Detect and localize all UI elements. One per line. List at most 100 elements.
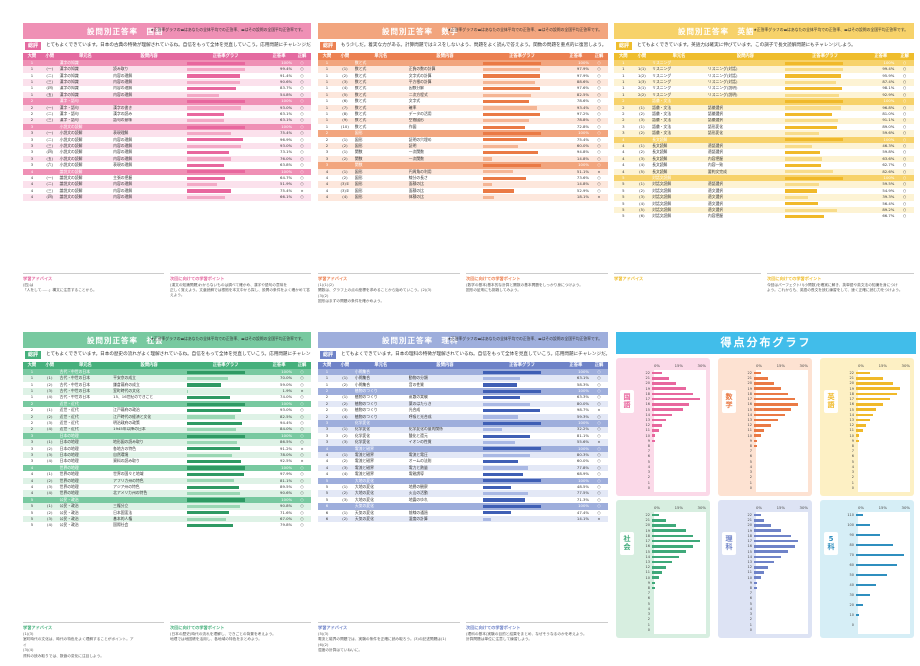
distribution-bar (652, 408, 683, 411)
score-bar-cell (482, 510, 562, 516)
table-row: 1 (四) 漢字の知識 内容の理解 83.7% ○ (23, 85, 311, 92)
score-bar-cell (186, 111, 265, 117)
column-header: 単元名 (374, 362, 388, 368)
score-bar-cell (186, 105, 265, 111)
panel-kokugo: 設問別正答率 国語 ★正答率グラフの▬はあなたの全体平均での正答率、▬はその設問の… (23, 23, 311, 313)
table-row: 1 (2) 数と式 文字式の計算 97.9% ○ (318, 72, 608, 80)
question-content: 江戸幕府の政治 (113, 407, 140, 413)
table-row: 4 電流と磁界 100% ○ (318, 445, 608, 453)
score-bar-cell (482, 156, 562, 162)
question-content: アジア州の特色 (113, 484, 140, 489)
table-row: 3 (4) 日本の地理 資料の読み取り 92.5% × (23, 458, 311, 465)
sub-question: (8) (342, 111, 348, 117)
question-number: 1 (30, 369, 34, 374)
score-bar (483, 421, 542, 425)
distribution-row: 3 (738, 612, 754, 616)
question-number: 3 (30, 162, 34, 168)
correct-mark: ○ (597, 413, 601, 419)
correct-mark: ○ (903, 187, 907, 193)
table-row: 2 (三) 漢字・語句 語句の意味 63.1% ○ (23, 117, 311, 124)
correct-mark: ○ (300, 162, 304, 168)
question-number: 5 (30, 522, 34, 528)
score-rate: 100% (578, 420, 589, 426)
distribution-row: 5 (636, 460, 652, 464)
question-number: 2 (30, 426, 34, 432)
score-bar-cell (482, 516, 562, 522)
correct-mark: ○ (300, 175, 304, 180)
panel-eigo: 設問別正答率 英語 ★正答率グラフの▬はあなたの全体平均での正答率、▬はその設問の… (614, 23, 914, 313)
question-content: 適語選択 (707, 181, 724, 187)
question-number: 4 (622, 149, 625, 155)
question-number: 4 (30, 181, 34, 187)
question-content: 面積の比 (408, 187, 424, 193)
unit-name: 図形 (354, 175, 363, 180)
table-row: 2 (一) 漢字・語句 漢字の書き 93.0% ○ (23, 104, 311, 112)
question-number: 4 (30, 168, 34, 174)
table-row: 5 (1) 大地の変化 地層の観察 48.5% ○ (318, 484, 608, 491)
distribution-row: 10 (840, 613, 860, 617)
distribution-row-label: 2 (647, 475, 650, 480)
table-row: 1 (10) 数と式 作図 72.8% ○ (318, 123, 608, 131)
question-number: 3 (30, 149, 34, 155)
distribution-row-label: 10 (747, 575, 752, 580)
distribution-row-label: 40 (849, 583, 854, 587)
correct-mark: ○ (597, 123, 601, 129)
sub-question: (2) (342, 515, 348, 521)
correct-mark: ○ (300, 477, 304, 483)
distribution-row: 12 (636, 565, 666, 569)
unit-name: 天気の変化 (354, 515, 374, 521)
table-row: 2 (1) 近世・近代 江戸幕府の政治 93.0% ○ (23, 407, 311, 414)
table-header-row: 大問 小問 単元名 設問内容 正答率グラフ 正答率 正解 (23, 53, 311, 60)
sub-question: 2(1) (637, 85, 646, 91)
distribution-axis: 0% 15% 30% (858, 505, 910, 511)
distribution-row: 18 (636, 392, 693, 396)
correct-mark: ○ (903, 98, 907, 104)
table-row: 1 1(2) リスニング リスニング(対話) 95.9% ○ (614, 72, 914, 80)
unit-name: 漢字・語句 (59, 98, 79, 104)
table-row: 1 2(1) リスニング リスニング(説明) 98.1% ○ (614, 85, 914, 92)
unit-name: 化学変化 (354, 426, 371, 432)
distribution-row: 21 (636, 376, 669, 380)
sub-question: (1) (342, 66, 348, 72)
distribution-row: 1 (636, 623, 652, 627)
score-bar (187, 466, 246, 470)
distribution-row: 11 (738, 428, 765, 432)
distribution-bar (754, 392, 788, 396)
score-bar-cell (482, 60, 562, 66)
question-content: 電磁誘導 (408, 471, 424, 477)
question-number: 2 (622, 111, 625, 117)
distribution-row: 1 (738, 623, 754, 627)
unit-name: 漢字の知識 (59, 85, 79, 91)
score-rate: 93.0% (280, 407, 293, 413)
sub-question: (5) (639, 206, 645, 212)
score-bar (784, 189, 817, 193)
score-bar (187, 112, 224, 116)
score-rate: 96.9% (280, 136, 293, 142)
distribution-plot (858, 370, 910, 492)
unit-name: 数と式 (354, 117, 367, 123)
score-rate: 89.5% (280, 484, 293, 489)
distribution-row: 6 (636, 596, 652, 600)
score-bar-cell (482, 124, 562, 130)
score-bar (187, 383, 222, 387)
score-bar (784, 106, 842, 110)
distribution-bar (652, 392, 693, 396)
distribution-row: 15 (636, 550, 686, 554)
unit-name: 長文読解 (652, 162, 668, 168)
score-rate: 93.0% (280, 143, 293, 148)
unit-name: 電流と磁界 (354, 471, 374, 477)
question-number: 2 (325, 130, 329, 136)
sub-question: (2) (342, 432, 348, 438)
distribution-row: 22 (840, 371, 870, 375)
table-row: 4 (三) 論説文の読解 内容の理解 75.4% × (23, 187, 311, 195)
correct-mark: ○ (597, 496, 601, 502)
unit-name: 図形 (354, 136, 363, 142)
advice-box-title: 学習アドバイス (318, 276, 348, 281)
score-rate: 59.6% (882, 130, 895, 136)
question-content: 蒸散の実験 (408, 394, 428, 400)
score-bar (784, 119, 838, 123)
score-rate: 59.3% (576, 413, 589, 419)
score-bar-cell (186, 516, 265, 522)
question-content: リスニング(対話) (707, 79, 738, 85)
table-row: 1 (8) 数と式 データの活用 97.2% ○ (318, 111, 608, 118)
